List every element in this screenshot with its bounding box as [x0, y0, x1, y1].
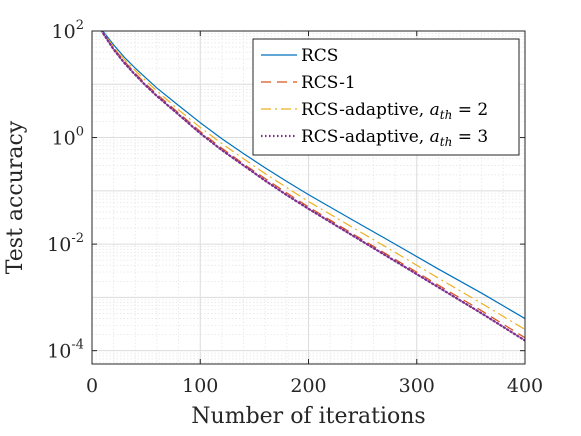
x-tick-label: 0 — [86, 375, 98, 397]
series-line-4 — [100, 31, 525, 342]
x-tick-label: 400 — [507, 375, 543, 397]
series-layer — [100, 31, 525, 342]
x-tick-labels: 0 100 200 300 400 — [86, 375, 543, 397]
y-tick-labels: 102 100 10-2 10-4 — [47, 18, 84, 363]
y-tick-label: 10-2 — [47, 231, 84, 256]
y-tick-label: 10-4 — [47, 338, 84, 363]
x-tick-label: 100 — [182, 375, 218, 397]
y-axis-label: Test accuracy — [3, 120, 28, 274]
legend-label-2: RCS-1 — [301, 73, 356, 93]
series-line-2 — [101, 31, 525, 339]
y-tick-label: 100 — [52, 125, 84, 150]
y-tick-label: 102 — [52, 18, 84, 43]
tick-marks — [91, 30, 526, 364]
legend-box — [252, 38, 520, 156]
x-tick-label: 200 — [290, 375, 326, 397]
series-line-3 — [101, 31, 525, 330]
x-axis-label: Number of iterations — [191, 404, 425, 429]
x-tick-label: 300 — [399, 375, 435, 397]
legend-label-4: RCS-adaptive, ath = 3 — [301, 127, 488, 149]
legend-label-3: RCS-adaptive, ath = 2 — [301, 100, 488, 122]
series-line-1 — [102, 31, 525, 320]
legend-label-1: RCS — [301, 46, 338, 66]
legend: RCS RCS-1 RCS-adaptive, ath = 2 RCS-adaptiv… — [252, 38, 520, 156]
